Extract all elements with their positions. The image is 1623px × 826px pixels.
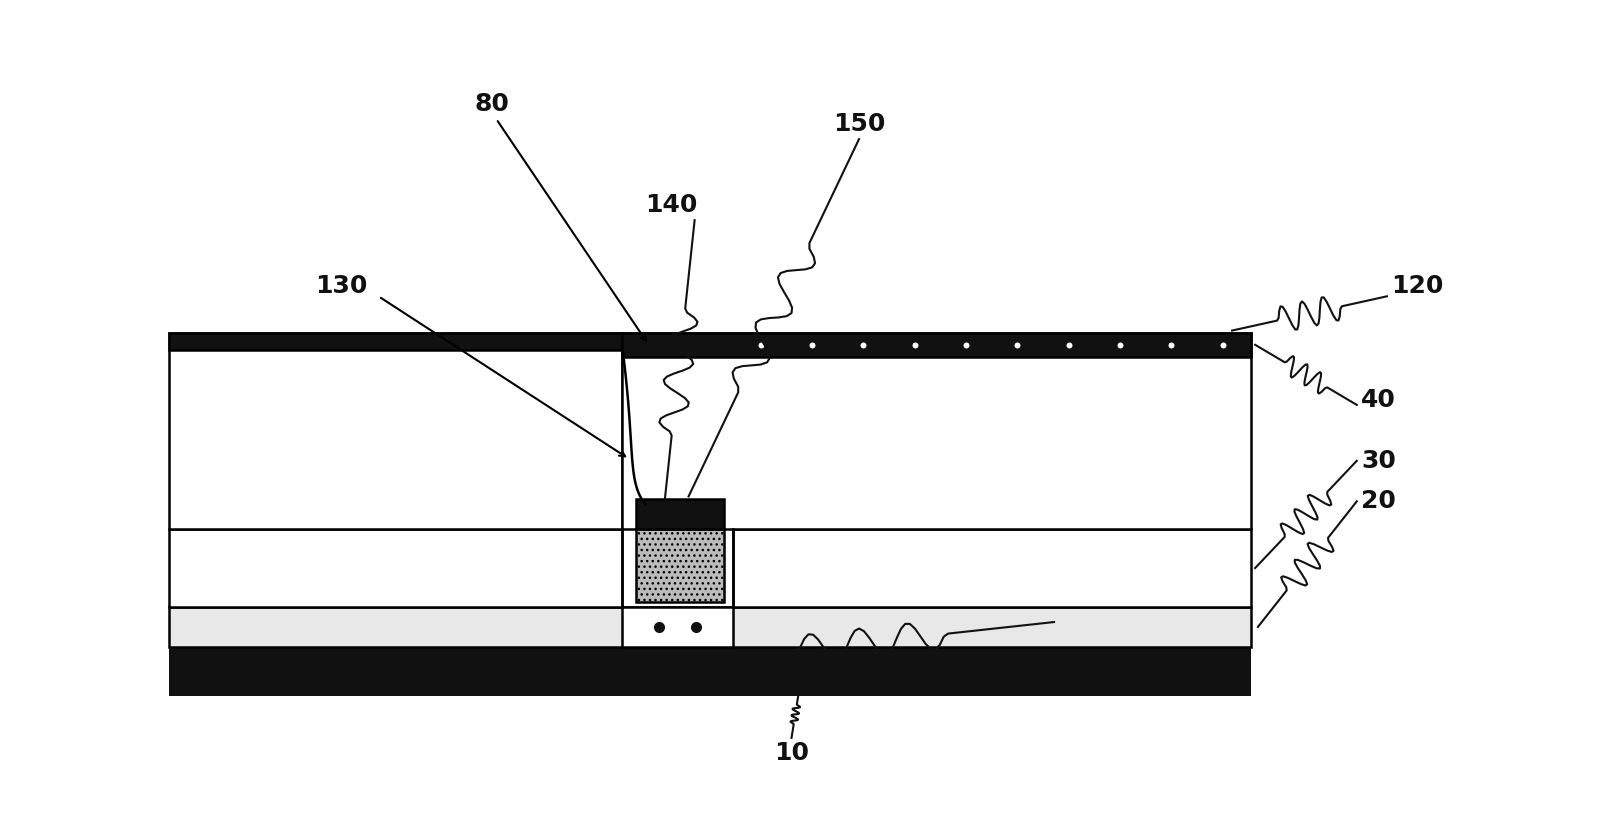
Bar [734, 529, 1250, 607]
Text: 130: 130 [315, 274, 368, 298]
Bar [169, 529, 622, 607]
Bar [622, 333, 1250, 357]
Text: 140: 140 [646, 193, 698, 217]
Bar [636, 500, 724, 529]
Text: 40: 40 [1362, 388, 1396, 412]
Bar [622, 333, 1250, 357]
Bar [636, 529, 724, 602]
Text: 100: 100 [646, 659, 698, 684]
Bar [169, 607, 1250, 647]
Text: 30: 30 [1362, 449, 1396, 472]
Bar [169, 333, 622, 529]
Bar [636, 500, 724, 529]
Bar [735, 335, 1238, 527]
Text: 10: 10 [774, 741, 808, 765]
Text: 80: 80 [474, 93, 510, 116]
Bar [169, 333, 622, 350]
Bar [622, 333, 1250, 529]
Bar [169, 333, 622, 350]
Text: 150: 150 [833, 112, 885, 136]
Bar [169, 647, 1250, 695]
Text: 120: 120 [1391, 274, 1444, 298]
Bar [622, 607, 734, 647]
Text: 20: 20 [1362, 489, 1396, 513]
